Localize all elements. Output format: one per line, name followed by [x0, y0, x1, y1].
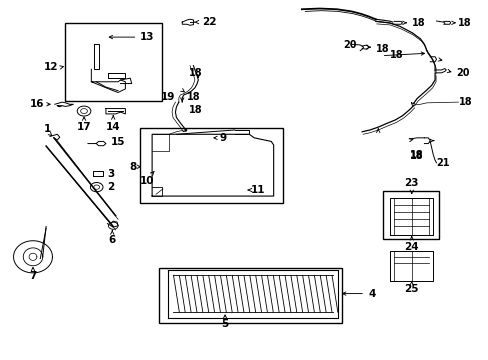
Text: 7: 7 [29, 271, 37, 282]
Text: 18: 18 [389, 50, 403, 60]
Text: 3: 3 [107, 168, 114, 179]
Text: 8: 8 [129, 162, 136, 172]
Text: 18: 18 [188, 105, 202, 115]
Text: 25: 25 [404, 284, 418, 294]
Text: 18: 18 [411, 18, 425, 28]
Text: 15: 15 [111, 138, 125, 148]
Bar [382, 191, 438, 239]
Text: 20: 20 [342, 40, 356, 50]
Text: 12: 12 [44, 63, 59, 72]
Text: 18: 18 [409, 150, 423, 160]
Bar [159, 267, 341, 323]
Text: 24: 24 [404, 242, 418, 252]
Text: 5: 5 [221, 319, 228, 329]
Bar [64, 23, 162, 102]
Text: 14: 14 [106, 122, 120, 132]
Text: 18: 18 [188, 68, 202, 78]
Text: 20: 20 [455, 68, 468, 78]
Text: 16: 16 [30, 99, 44, 109]
Text: 11: 11 [250, 185, 264, 195]
Text: 17: 17 [77, 122, 91, 132]
Text: 18: 18 [409, 151, 423, 161]
Text: 18: 18 [457, 18, 470, 28]
Text: 18: 18 [375, 44, 388, 54]
Text: 21: 21 [436, 158, 449, 168]
Text: 2: 2 [107, 182, 114, 192]
Text: 6: 6 [108, 235, 116, 246]
Text: 9: 9 [219, 133, 226, 143]
Text: 13: 13 [140, 32, 154, 42]
Text: 19: 19 [161, 92, 175, 102]
Text: 1: 1 [44, 123, 51, 134]
Text: 23: 23 [404, 178, 418, 188]
Text: 10: 10 [140, 176, 154, 186]
Text: 18: 18 [187, 92, 201, 102]
Bar [140, 128, 283, 203]
Text: 4: 4 [368, 289, 375, 298]
Text: 22: 22 [201, 17, 216, 27]
Text: 18: 18 [458, 97, 471, 107]
